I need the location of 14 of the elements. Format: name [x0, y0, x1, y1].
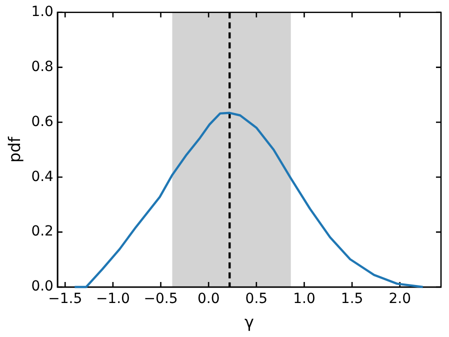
y-tick-label: 0.8 — [31, 58, 54, 75]
x-tick-label: 2.0 — [388, 291, 412, 308]
x-tick-label: 0.5 — [245, 291, 268, 308]
x-tick-label: 1.0 — [293, 291, 316, 308]
y-tick-label: 0.6 — [31, 114, 54, 130]
x-tick-label: 1.5 — [340, 291, 364, 308]
y-tick-label: 0.4 — [31, 168, 54, 185]
x-tick-label: −1.0 — [96, 291, 130, 308]
x-tick-label: −0.5 — [144, 291, 178, 308]
x-axis-title: γ — [244, 312, 254, 332]
y-tick-label: 0.2 — [31, 224, 54, 240]
y-tick-label: 1.0 — [31, 4, 54, 20]
y-axis-title: pdf — [4, 136, 24, 163]
x-tick-label: 0.0 — [197, 291, 220, 308]
